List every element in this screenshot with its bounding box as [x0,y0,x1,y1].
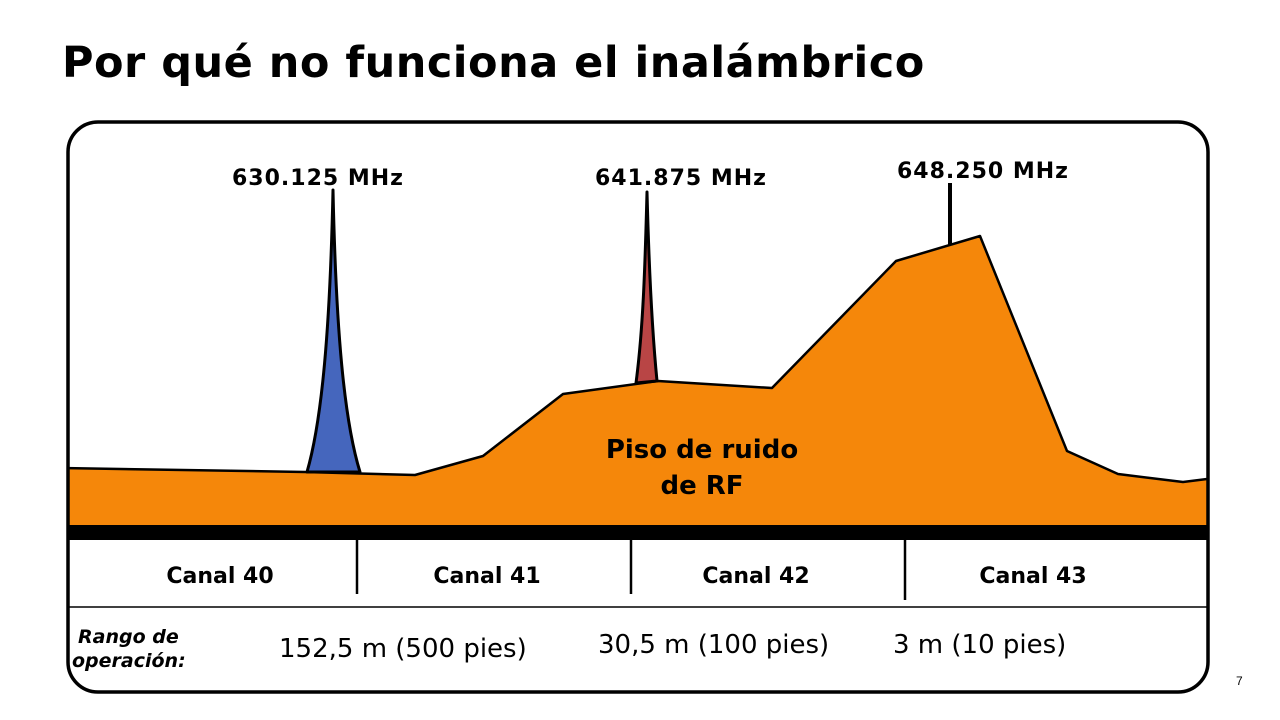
channel-label-40: Canal 40 [166,564,273,589]
range-value-1: 152,5 m (500 pies) [279,634,527,664]
range-value-3: 3 m (10 pies) [893,630,1066,660]
baseline-bar [68,525,1208,540]
noise-floor-label-line2: de RF [660,471,743,501]
range-label-line2: operación: [72,650,186,672]
slide-title: Por qué no funciona el inalámbrico [62,38,925,88]
frequency-label-630: 630.125 MHz [232,166,404,191]
channel-label-41: Canal 41 [433,564,540,589]
range-value-2: 30,5 m (100 pies) [598,630,829,660]
channel-label-43: Canal 43 [979,564,1086,589]
channel-label-42: Canal 42 [702,564,809,589]
diagram-frame [66,120,1210,694]
slide-number: 7 [1236,674,1243,688]
rf-noise-floor-area [68,234,1208,532]
range-label-line1: Rango de [78,626,179,648]
frequency-label-648: 648.250 MHz [897,159,1069,184]
frequency-label-641: 641.875 MHz [595,166,767,191]
signal-spike-641 [634,190,659,385]
noise-floor-label-line1: Piso de ruido [606,435,798,465]
signal-spike-630 [305,188,362,474]
